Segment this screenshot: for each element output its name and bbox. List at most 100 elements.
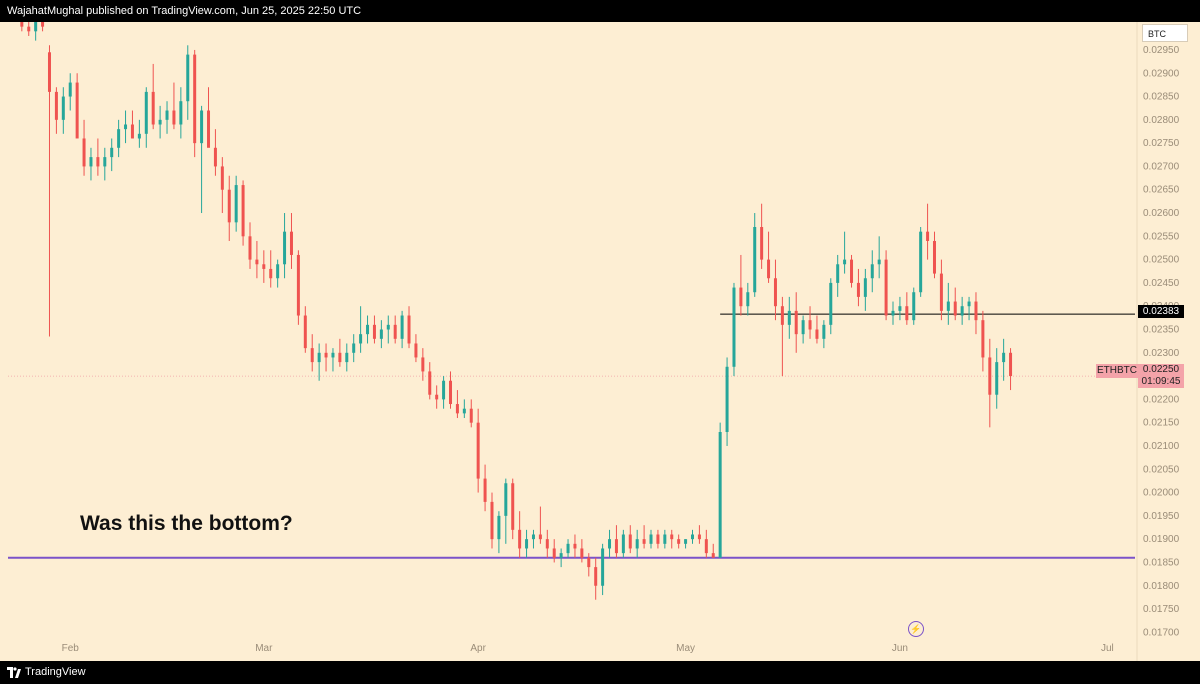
candle-body — [497, 515, 501, 540]
candle-body — [642, 539, 646, 544]
candle — [289, 213, 293, 269]
candle — [559, 548, 563, 568]
candle-body — [407, 315, 411, 344]
candle-body — [511, 483, 515, 530]
candle-body — [739, 287, 743, 307]
candle — [338, 338, 342, 367]
candle — [884, 250, 888, 321]
candle-body — [649, 534, 653, 544]
candle — [566, 539, 570, 558]
candle — [905, 292, 909, 325]
candle — [504, 478, 508, 544]
candle-body — [967, 301, 971, 307]
candle — [746, 282, 750, 316]
candle-body — [379, 329, 383, 339]
candle — [953, 287, 957, 321]
candle — [677, 534, 681, 549]
candle-body — [504, 483, 508, 516]
candle-body — [172, 110, 176, 125]
candle — [656, 529, 660, 549]
candle — [213, 129, 217, 176]
candle — [642, 525, 646, 549]
candle — [276, 259, 280, 288]
candle-body — [345, 352, 349, 363]
candle-body — [27, 26, 31, 32]
candle — [545, 529, 549, 558]
candle-body — [483, 478, 487, 502]
candle — [61, 87, 65, 134]
y-tick-label: 0.02500 — [1143, 255, 1180, 266]
candle-body — [926, 231, 930, 241]
candle — [179, 87, 183, 139]
candle-body — [988, 357, 992, 395]
candle — [608, 529, 612, 558]
candle-body — [490, 501, 494, 540]
candle — [324, 343, 328, 372]
candle-body — [117, 129, 121, 148]
candle-body — [628, 534, 632, 549]
candle-body — [227, 189, 231, 223]
candle — [442, 376, 446, 409]
candle-body — [580, 548, 584, 558]
candle-body — [690, 534, 694, 540]
candle — [518, 511, 522, 558]
candle-body — [20, 22, 24, 27]
axis-layer: 0.02950 0.02900 0.02850 0.02800 0.02750 0.027… — [62, 22, 1180, 661]
candle-body — [476, 422, 480, 479]
candle — [130, 110, 134, 139]
candle-body — [110, 147, 114, 158]
candle — [34, 22, 38, 41]
candle — [207, 87, 211, 148]
candle — [227, 175, 231, 241]
candle-body — [905, 306, 909, 321]
candle — [628, 525, 632, 554]
candle-body — [518, 529, 522, 549]
candle — [220, 157, 224, 214]
candle-body — [421, 357, 425, 372]
candle — [103, 147, 107, 181]
candle — [739, 254, 743, 316]
y-tick-label: 0.02450 — [1143, 278, 1180, 289]
candle-body — [898, 306, 902, 311]
x-tick-label: Feb — [62, 643, 80, 654]
y-tick-label: 0.02600 — [1143, 208, 1180, 219]
candle-body — [677, 539, 681, 544]
candle-body — [158, 119, 162, 125]
candle-body — [566, 543, 570, 554]
candle — [449, 371, 453, 409]
candle — [580, 539, 584, 563]
candle — [601, 543, 605, 596]
candle-body — [953, 301, 957, 316]
quote-currency-badge[interactable]: BTC — [1142, 24, 1188, 42]
candle-body — [89, 157, 93, 167]
candle — [151, 63, 155, 130]
candle — [462, 399, 466, 419]
candle — [573, 534, 577, 558]
candle-body — [234, 185, 238, 223]
candle — [269, 250, 273, 288]
candle-body — [573, 543, 577, 549]
lightning-icon[interactable]: ⚡ — [908, 621, 924, 637]
candle — [836, 254, 840, 297]
y-tick-label: 0.02300 — [1143, 348, 1180, 359]
candle-body — [372, 324, 376, 339]
candle-body — [725, 366, 729, 432]
candle-body — [213, 147, 217, 167]
last-price-label: 0.02250 01:09:45 — [1138, 364, 1184, 388]
candle-body — [34, 22, 38, 32]
candle — [400, 310, 404, 349]
candle-body — [531, 534, 535, 540]
candle-body — [193, 54, 197, 144]
candle — [248, 222, 252, 269]
candle-body — [760, 227, 764, 260]
candle-body — [262, 264, 266, 269]
candlestick-chart[interactable]: 0.02950 0.02900 0.02850 0.02800 0.02750 0.027… — [0, 22, 1200, 661]
candle-body — [656, 534, 660, 544]
x-tick-label: Jul — [1101, 643, 1114, 654]
y-tick-label: 0.01900 — [1143, 534, 1180, 545]
candle — [359, 306, 363, 353]
y-tick-label: 0.01850 — [1143, 557, 1180, 568]
candle-body — [995, 362, 999, 395]
candle-body — [704, 539, 708, 554]
candle-body — [469, 408, 473, 423]
